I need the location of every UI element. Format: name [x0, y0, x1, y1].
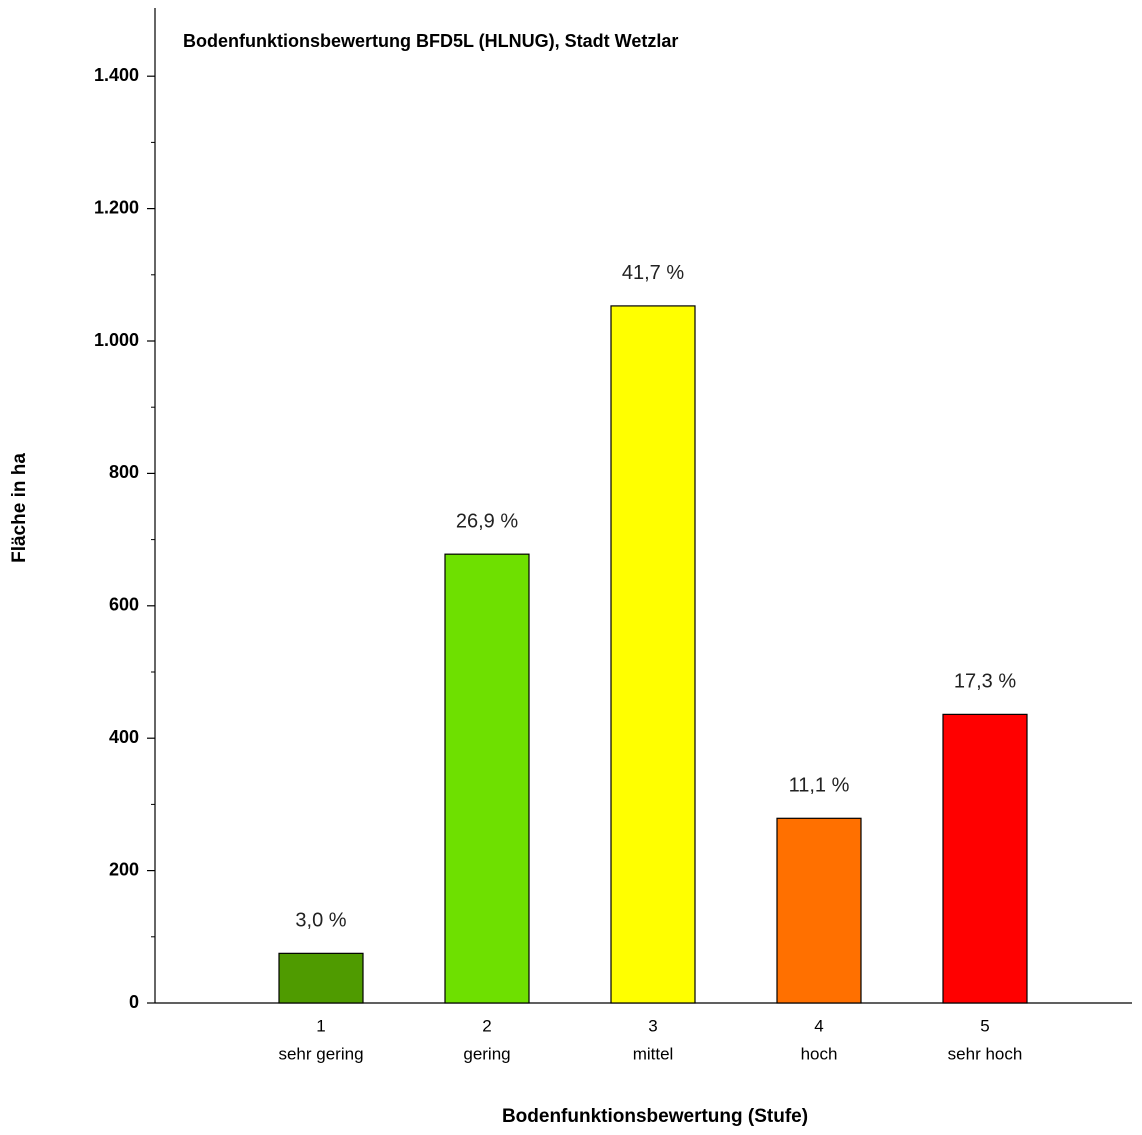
y-tick-label: 600 — [109, 595, 139, 615]
share-label: 17,3 % — [954, 671, 1016, 693]
y-axis-label: Fläche in ha — [9, 453, 30, 563]
y-tick-label: 1.000 — [94, 330, 139, 350]
x-tick-label: 5 — [980, 1016, 989, 1035]
y-tick-label: 1.200 — [94, 197, 139, 217]
x-tick-sublabel: sehr gering — [278, 1044, 363, 1063]
x-tick-sublabel: sehr hoch — [948, 1044, 1023, 1063]
share-label: 41,7 % — [622, 262, 684, 284]
chart-title: Bodenfunktionsbewertung BFD5L (HLNUG), S… — [183, 31, 678, 51]
x-tick-label: 3 — [648, 1016, 657, 1035]
share-label: 26,9 % — [456, 510, 518, 532]
y-tick-label: 400 — [109, 727, 139, 747]
x-axis-label: Bodenfunktionsbewertung (Stufe) — [502, 1106, 808, 1127]
x-tick-label: 2 — [482, 1016, 491, 1035]
bar — [776, 817, 862, 1004]
x-tick-label: 4 — [814, 1016, 823, 1035]
bar — [278, 952, 364, 1004]
y-tick-label: 1.400 — [94, 65, 139, 85]
y-tick-label: 0 — [129, 992, 139, 1012]
x-tick-sublabel: gering — [463, 1044, 510, 1063]
x-tick-sublabel: hoch — [801, 1044, 838, 1063]
share-label: 11,1 % — [789, 775, 850, 797]
x-tick-sublabel: mittel — [633, 1044, 674, 1063]
bar — [610, 305, 696, 1004]
bar — [942, 713, 1028, 1004]
share-label: 3,0 % — [295, 910, 346, 932]
y-tick-label: 200 — [109, 859, 139, 879]
y-tick-label: 800 — [109, 462, 139, 482]
bar — [444, 553, 530, 1004]
x-tick-label: 1 — [316, 1016, 325, 1035]
